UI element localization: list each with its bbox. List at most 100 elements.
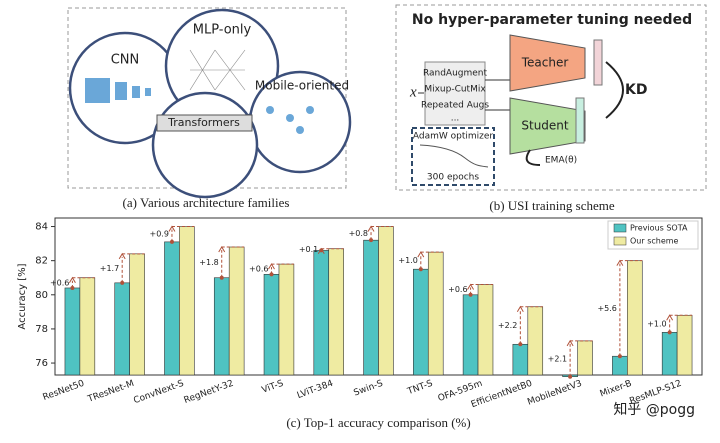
watermark: 知乎 @pogg <box>613 401 695 418</box>
bar <box>263 274 280 376</box>
bar <box>114 282 130 376</box>
delta-label: +2.2 <box>498 321 517 330</box>
x-tick-label: LViT-384 <box>296 379 335 401</box>
bar <box>228 246 245 376</box>
caption: (a) Various architecture families <box>123 195 290 210</box>
bar <box>278 263 295 376</box>
delta-head <box>516 305 524 312</box>
delta-head <box>168 225 176 232</box>
delta-head <box>118 252 126 260</box>
delta-label: +1.0 <box>398 256 417 265</box>
label: Mobile-oriented <box>255 79 349 93</box>
bar <box>179 226 195 376</box>
bar <box>363 239 379 376</box>
bar <box>378 226 394 376</box>
title: No hyper-parameter tuning needed <box>412 12 692 28</box>
aug: Mixup-CutMix <box>424 85 486 95</box>
delta-label: +1.0 <box>647 319 666 328</box>
input: x <box>409 84 417 100</box>
bar <box>129 253 145 376</box>
delta-head <box>218 246 226 253</box>
bar <box>79 277 96 376</box>
student-net <box>509 97 586 155</box>
student-output <box>575 97 585 144</box>
delta-label: +0.9 <box>150 230 169 239</box>
x-tick-label: ResNet50 <box>42 379 86 403</box>
ema-arrow <box>525 149 541 166</box>
legend-label: Previous SOTA <box>630 224 688 233</box>
lr-curve <box>419 144 489 168</box>
y-tick-label: 82 <box>35 256 48 267</box>
panel-a: CNN MLP-only Mobile-oriented Transformer… <box>67 7 352 210</box>
delta-label: +0.1 <box>299 245 318 254</box>
bar <box>577 340 593 376</box>
x-tick-label: Swin-S <box>353 379 385 399</box>
y-tick-label: 76 <box>35 358 48 369</box>
panel-b-frame <box>395 4 707 191</box>
delta-label: +0.6 <box>50 278 69 287</box>
panel-b: No hyper-parameter tuning needed x RandA… <box>395 4 707 213</box>
y-axis-label: Accuracy [%] <box>17 263 28 329</box>
bar <box>661 332 678 376</box>
bar <box>627 260 643 376</box>
delta-head <box>417 251 425 258</box>
label: Transformers <box>167 116 240 129</box>
delta-label: +0.6 <box>448 285 467 294</box>
bar <box>328 248 344 376</box>
x-tick-label: TNT-S <box>405 379 434 398</box>
aug: ... <box>451 114 460 124</box>
aug: RandAugment <box>423 69 488 79</box>
cnn-icon <box>85 78 151 103</box>
bar <box>462 294 479 376</box>
legend-swatch <box>613 236 627 246</box>
delta-label: +2.1 <box>548 354 567 363</box>
bar <box>164 241 180 376</box>
legend-swatch <box>613 223 627 233</box>
bar <box>213 277 230 376</box>
mlp-icon <box>189 49 246 91</box>
delta-head <box>317 247 325 254</box>
chart: 76 78 80 82 84 Accuracy [%] +0.6 ResNet50 +1.7 TR… <box>17 217 703 430</box>
caption: (b) USI training scheme <box>489 198 615 213</box>
transformer-circle <box>151 91 259 199</box>
x-tick-label: Mixer-B <box>599 379 634 400</box>
delta-label: +0.8 <box>349 229 368 238</box>
optimizer-box <box>411 127 495 186</box>
label: MLP-only <box>193 23 252 38</box>
x-tick-label: ConvNext-S <box>132 379 185 407</box>
delta-head <box>367 225 375 232</box>
delta-label: +5.6 <box>597 304 616 313</box>
kd: KD <box>625 82 647 98</box>
delta-head <box>467 283 475 290</box>
bar <box>413 268 429 376</box>
bar <box>313 250 330 376</box>
epochs: 300 epochs <box>427 173 479 183</box>
bar <box>64 287 81 376</box>
x-tick-label: ViT-S <box>261 379 285 396</box>
x-tick-label: TResNet-M <box>86 379 136 405</box>
label: CNN <box>111 53 140 68</box>
bar <box>477 284 494 376</box>
teacher-output <box>593 39 603 86</box>
x-tick-label: RegNetY-32 <box>183 379 235 406</box>
optimizer: AdamW optimizer <box>413 132 494 142</box>
teacher: Teacher <box>521 56 569 70</box>
y-tick-label: 78 <box>35 324 48 335</box>
delta-head <box>666 314 674 321</box>
delta-label: +0.6 <box>249 265 268 274</box>
delta-head <box>268 263 275 270</box>
mobile-icon <box>266 106 314 134</box>
delta-head <box>566 339 574 347</box>
delta-label: +1.7 <box>100 264 119 273</box>
caption: (c) Top-1 accuracy comparison (%) <box>286 415 470 430</box>
delta-head <box>616 259 624 266</box>
bar <box>512 343 529 376</box>
legend-label: Our scheme <box>630 237 679 246</box>
student: Student <box>521 119 569 133</box>
y-tick-label: 80 <box>35 290 48 301</box>
delta-label: +1.8 <box>199 258 218 267</box>
bar <box>676 314 693 376</box>
delta-head <box>68 276 76 283</box>
